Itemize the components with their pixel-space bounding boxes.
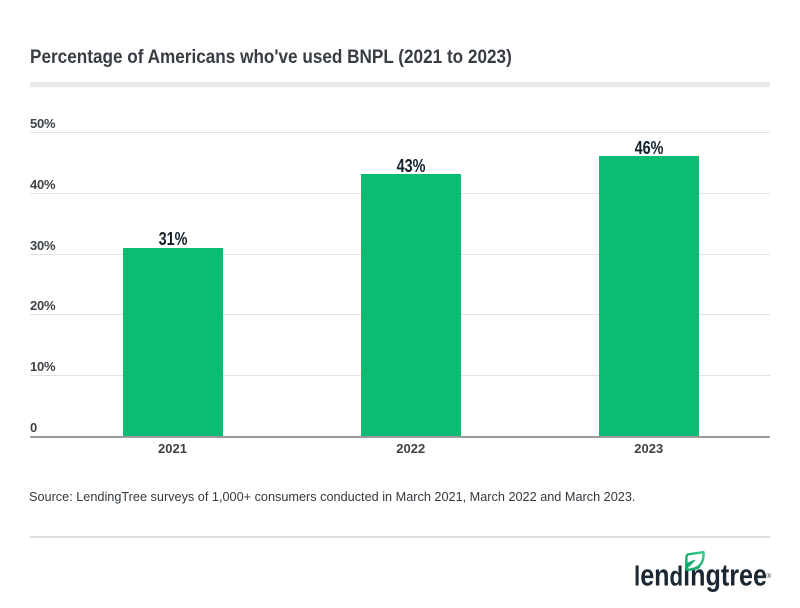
svg-text:®: ® [767,572,772,580]
